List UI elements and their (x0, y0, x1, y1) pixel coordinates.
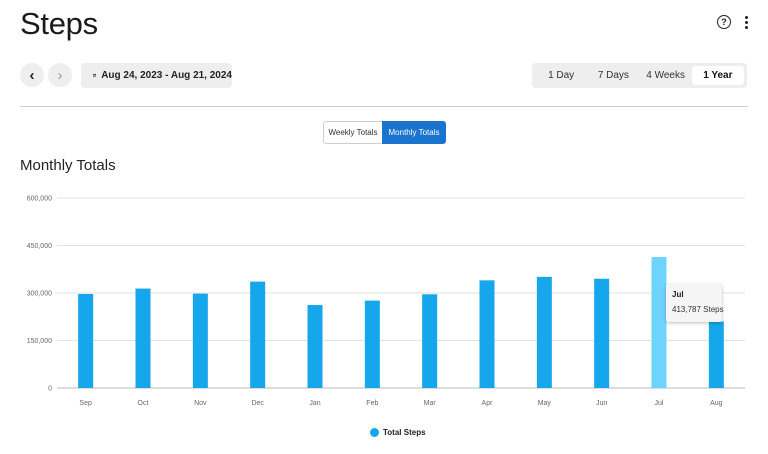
totals-toggle: Weekly Totals Monthly Totals (323, 121, 446, 144)
legend-swatch (370, 428, 379, 437)
bar-apr (479, 280, 495, 388)
y-tick-label: 0 (48, 386, 52, 393)
bar-oct (135, 288, 151, 388)
x-tick-label: Nov (194, 400, 207, 407)
tab-7-days[interactable]: 7 Days (597, 70, 629, 81)
help-icon[interactable]: ? (717, 15, 731, 29)
weekly-totals-button[interactable]: Weekly Totals (323, 121, 382, 144)
x-tick-label: Apr (482, 400, 494, 407)
x-tick-label: Jul (655, 400, 664, 407)
previous-range-button[interactable]: ‹ (20, 63, 44, 87)
bar-jun (594, 278, 610, 388)
tab-4-weeks[interactable]: 4 Weeks (646, 70, 685, 81)
x-tick-label: Feb (366, 400, 378, 407)
chart-legend[interactable]: Total Steps (370, 428, 426, 437)
header-divider (20, 106, 748, 107)
y-tick-label: 450,000 (27, 243, 52, 250)
x-tick-label: Jan (309, 400, 320, 407)
tooltip-month: Jul (672, 290, 684, 299)
x-tick-label: May (538, 400, 552, 407)
bar-jul (651, 256, 667, 388)
chevron-left-icon: ‹ (29, 66, 35, 84)
y-tick-label: 150,000 (27, 338, 52, 345)
x-tick-label: Oct (138, 400, 149, 407)
kebab-menu-icon[interactable] (743, 15, 750, 29)
x-tick-label: Dec (251, 400, 264, 407)
y-tick-label: 300,000 (27, 291, 52, 298)
tab-1-year[interactable]: 1 Year (691, 66, 744, 85)
x-tick-label: Aug (710, 400, 723, 407)
bar-feb (364, 300, 380, 388)
x-tick-label: Mar (424, 400, 437, 407)
chevron-right-icon: › (57, 66, 63, 84)
range-tabs: 1 Day 7 Days 4 Weeks 1 Year (532, 63, 747, 88)
y-tick-label: 600,000 (27, 196, 52, 203)
calendar-icon (93, 73, 97, 78)
x-tick-label: Jun (596, 400, 607, 407)
bar-dec (250, 281, 266, 388)
legend-label: Total Steps (383, 428, 426, 437)
bar-aug (708, 321, 724, 388)
page-title: Steps (20, 6, 98, 41)
bar-sep (78, 293, 94, 388)
next-range-button[interactable]: › (48, 63, 72, 87)
bar-jan (307, 305, 323, 388)
bar-may (536, 276, 552, 388)
header-actions: ? (717, 15, 750, 29)
x-tick-label: Sep (79, 400, 92, 407)
tab-1-day[interactable]: 1 Day (548, 70, 575, 81)
bar-nov (192, 293, 208, 388)
date-range-label: Aug 24, 2023 - Aug 21, 2024 (101, 70, 232, 81)
chart-tooltip: Jul 413,787 Steps (666, 284, 724, 322)
section-title: Monthly Totals (20, 157, 116, 174)
date-range-picker[interactable]: Aug 24, 2023 - Aug 21, 2024 (81, 63, 232, 88)
monthly-totals-button[interactable]: Monthly Totals (382, 121, 446, 144)
tooltip-value: 413,787 Steps (672, 305, 724, 314)
bar-mar (422, 294, 438, 388)
steps-bar-chart: 0 150,000 300,000 450,000 600,000 Sep Oct Nov De… (27, 196, 745, 407)
